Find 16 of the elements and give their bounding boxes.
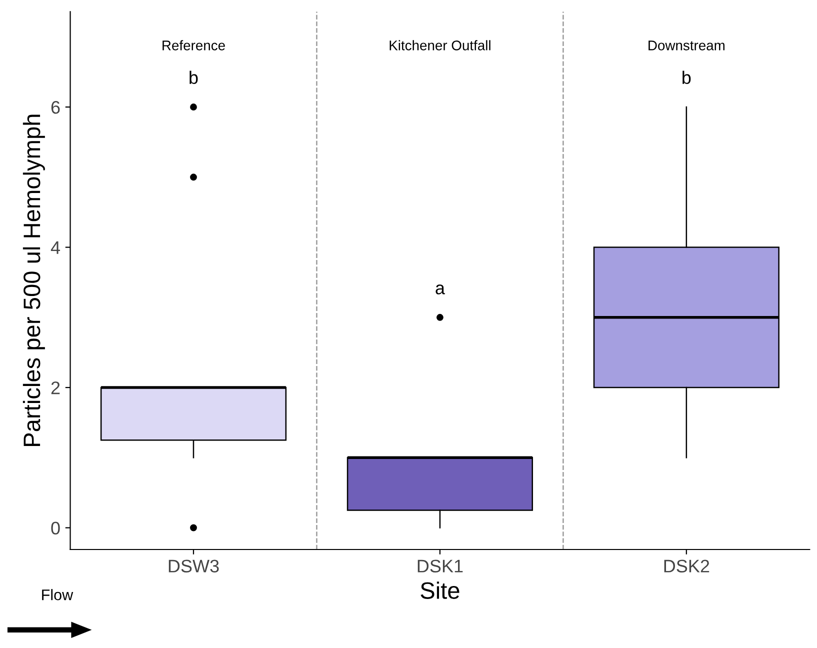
annotation: Kitchener Outfall [390, 40, 490, 50]
y-tick-label: 2 [51, 381, 60, 394]
annotation: Downstream [648, 40, 724, 50]
x-tick-label: DSK1 [418, 560, 463, 572]
annotation: b [682, 70, 691, 84]
x-axis-title: Site [420, 582, 460, 599]
text: Flow [42, 589, 74, 600]
x-tick-label: DSW3 [168, 560, 219, 572]
y-tick-label: 6 [51, 100, 60, 114]
annotation: b [190, 70, 198, 84]
annotation: a [436, 284, 445, 294]
y-tick-label: 0 [51, 522, 60, 534]
annotation: Reference [162, 40, 225, 50]
y-axis-title: Particles per 500 ul Hemolymph [22, 114, 45, 446]
x-tick-label: DSK2 [664, 560, 710, 572]
y-tick-label: 4 [50, 241, 60, 254]
